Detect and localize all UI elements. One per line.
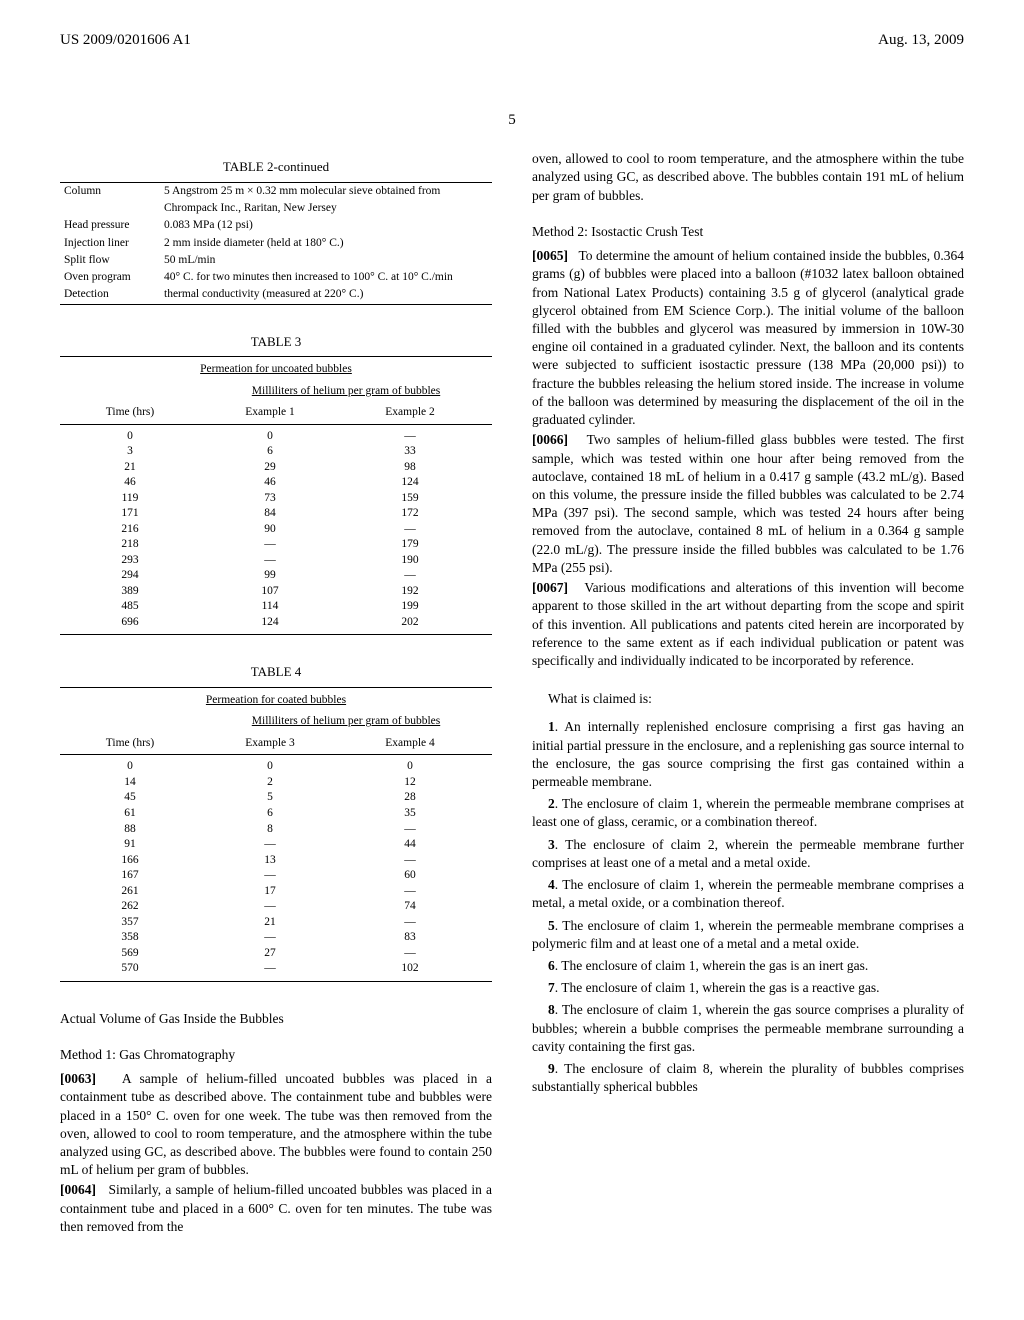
table-row: 17184172 (60, 506, 492, 522)
table-row: 4646124 (60, 475, 492, 491)
claim: 5. The enclosure of claim 1, wherein the… (532, 917, 964, 953)
para-text: A sample of helium-filled uncoated bubbl… (60, 1071, 492, 1177)
para-66: [0066] Two samples of helium-filled glas… (532, 431, 964, 577)
table-row: 21690— (60, 522, 492, 538)
table-row: 16613— (60, 853, 492, 869)
table-row: 56927— (60, 946, 492, 962)
claim: 3. The enclosure of claim 2, wherein the… (532, 836, 964, 872)
table3-h2: Example 1 (200, 405, 340, 421)
table-row: Split flow50 mL/min (60, 252, 492, 269)
table-row: 167—60 (60, 868, 492, 884)
table3-h3: Example 2 (340, 405, 480, 421)
claim: 1. An internally replenished enclosure c… (532, 718, 964, 791)
claim: 2. The enclosure of claim 1, wherein the… (532, 795, 964, 831)
table-row: 35721— (60, 915, 492, 931)
table-row: 00— (60, 429, 492, 445)
table-row: Injection liner2 mm inside diameter (hel… (60, 235, 492, 252)
claim: 9. The enclosure of claim 8, wherein the… (532, 1060, 964, 1096)
table3: Permeation for uncoated bubbles Millilit… (60, 356, 492, 635)
table-row: 11973159 (60, 491, 492, 507)
claims-intro: What is claimed is: (532, 690, 964, 708)
table4-subhead: Milliliters of helium per gram of bubble… (200, 714, 492, 732)
right-column: oven, allowed to cool to room temperatur… (532, 150, 964, 1238)
table3-caption: TABLE 3 (60, 333, 492, 351)
table-row: Detectionthermal conductivity (measured … (60, 286, 492, 303)
table-row: 262—74 (60, 899, 492, 915)
table-row: Head pressure0.083 MPa (12 psi) (60, 217, 492, 234)
table4-subtitle: Permeation for coated bubbles (60, 688, 492, 715)
table-row: 26117— (60, 884, 492, 900)
table3-h1: Time (hrs) (60, 405, 200, 421)
publication-date: Aug. 13, 2009 (878, 30, 964, 50)
table-row: 358—83 (60, 930, 492, 946)
table-row: 91—44 (60, 837, 492, 853)
table-row: 45528 (60, 790, 492, 806)
claim: 8. The enclosure of claim 1, wherein the… (532, 1001, 964, 1056)
para-63: [0063] A sample of helium-filled uncoate… (60, 1070, 492, 1179)
claim: 4. The enclosure of claim 1, wherein the… (532, 876, 964, 912)
table4-caption: TABLE 4 (60, 663, 492, 681)
table-row: 61635 (60, 806, 492, 822)
para-num: [0063] (60, 1071, 96, 1086)
para-num: [0065] (532, 248, 568, 263)
table-row: 14212 (60, 775, 492, 791)
claim: 6. The enclosure of claim 1, wherein the… (532, 957, 964, 975)
patent-number: US 2009/0201606 A1 (60, 30, 191, 50)
table-row: Column5 Angstrom 25 m × 0.32 mm molecula… (60, 183, 492, 218)
table-row: 389107192 (60, 584, 492, 600)
para-num: [0067] (532, 580, 568, 595)
table-row: 485114199 (60, 599, 492, 615)
table4-h2: Example 3 (200, 736, 340, 752)
table-row: 000 (60, 759, 492, 775)
heading-method1: Method 1: Gas Chromatography (60, 1046, 492, 1064)
table-row: 888— (60, 822, 492, 838)
para-text: Two samples of helium-filled glass bubbl… (532, 432, 964, 575)
heading-method2: Method 2: Isostactic Crush Test (532, 223, 964, 241)
para-text: To determine the amount of helium contai… (532, 248, 964, 427)
table-row: 212998 (60, 460, 492, 476)
page-number: 5 (508, 110, 516, 130)
para-67: [0067] Various modifications and alterat… (532, 579, 964, 670)
para-num: [0066] (532, 432, 568, 447)
para-65: [0065] To determine the amount of helium… (532, 247, 964, 429)
para-text: Various modifications and alterations of… (532, 580, 964, 668)
table2: Column5 Angstrom 25 m × 0.32 mm molecula… (60, 182, 492, 305)
para-64-cont: oven, allowed to cool to room temperatur… (532, 150, 964, 205)
table-row: 29499— (60, 568, 492, 584)
table-row: 3633 (60, 444, 492, 460)
left-column: TABLE 2-continued Column5 Angstrom 25 m … (60, 150, 492, 1238)
table2-caption: TABLE 2-continued (60, 158, 492, 176)
table-row: 293—190 (60, 553, 492, 569)
table3-subhead: Milliliters of helium per gram of bubble… (200, 384, 492, 402)
table-row: 696124202 (60, 615, 492, 631)
para-num: [0064] (60, 1182, 96, 1197)
claim: 7. The enclosure of claim 1, wherein the… (532, 979, 964, 997)
table-row: 218—179 (60, 537, 492, 553)
table4: Permeation for coated bubbles Milliliter… (60, 687, 492, 982)
claims-list: 1. An internally replenished enclosure c… (532, 718, 964, 1096)
para-text: Similarly, a sample of helium-filled unc… (60, 1182, 492, 1233)
heading-actual-volume: Actual Volume of Gas Inside the Bubbles (60, 1010, 492, 1028)
table4-h3: Example 4 (340, 736, 480, 752)
table-row: 570—102 (60, 961, 492, 977)
table-row: Oven program40° C. for two minutes then … (60, 269, 492, 286)
table3-subtitle: Permeation for uncoated bubbles (60, 357, 492, 384)
table4-h1: Time (hrs) (60, 736, 200, 752)
para-64: [0064] Similarly, a sample of helium-fil… (60, 1181, 492, 1236)
